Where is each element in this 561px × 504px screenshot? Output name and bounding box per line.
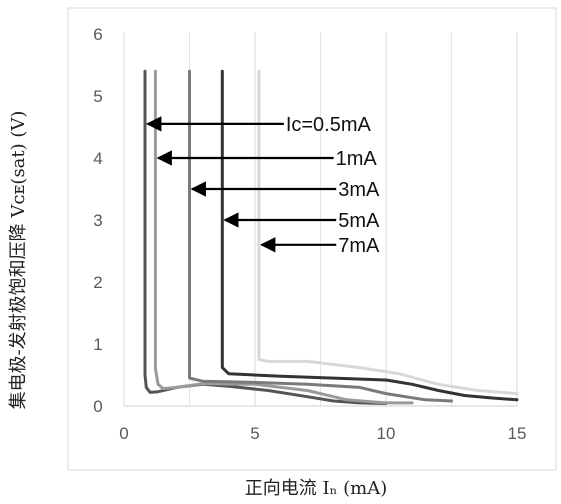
x-tick-label: 0 <box>119 424 128 443</box>
x-tick-label: 15 <box>508 424 527 443</box>
annotation-label-5: 7mA <box>338 235 380 257</box>
y-tick-label: 6 <box>93 25 102 44</box>
series-line-3 <box>188 69 453 403</box>
y-tick-label: 2 <box>93 273 102 292</box>
y-tick-label: 3 <box>93 211 102 230</box>
y-tick-label: 0 <box>93 397 102 416</box>
y-axis-label: 集电极-发射极饱和压降 Vᴄᴇ(sat) (V) <box>8 111 29 410</box>
tick-layer: 0 5 10 15 0 1 2 3 4 5 6 <box>93 25 526 443</box>
annotation-label-1: Iᴄ=0.5mA <box>286 114 372 136</box>
plot-frame <box>67 7 557 471</box>
x-axis-label: 正向电流 Iₙ (mA) <box>245 478 387 499</box>
annotation-label-4: 5mA <box>338 210 380 232</box>
annotation-label-2: 1mA <box>336 148 378 170</box>
x-tick-label: 5 <box>250 424 259 443</box>
series-layer <box>143 69 519 405</box>
series-line-2 <box>153 69 414 405</box>
series-line-5 <box>257 69 519 396</box>
y-tick-label: 1 <box>93 335 102 354</box>
annotation-layer: Iᴄ=0.5mA 1mA 3mA 5mA 7mA <box>146 114 380 257</box>
y-tick-label: 4 <box>93 149 102 168</box>
x-tick-label: 10 <box>377 424 396 443</box>
series-line-4 <box>220 69 519 402</box>
annotation-label-3: 3mA <box>338 179 380 201</box>
y-tick-label: 5 <box>93 87 102 106</box>
